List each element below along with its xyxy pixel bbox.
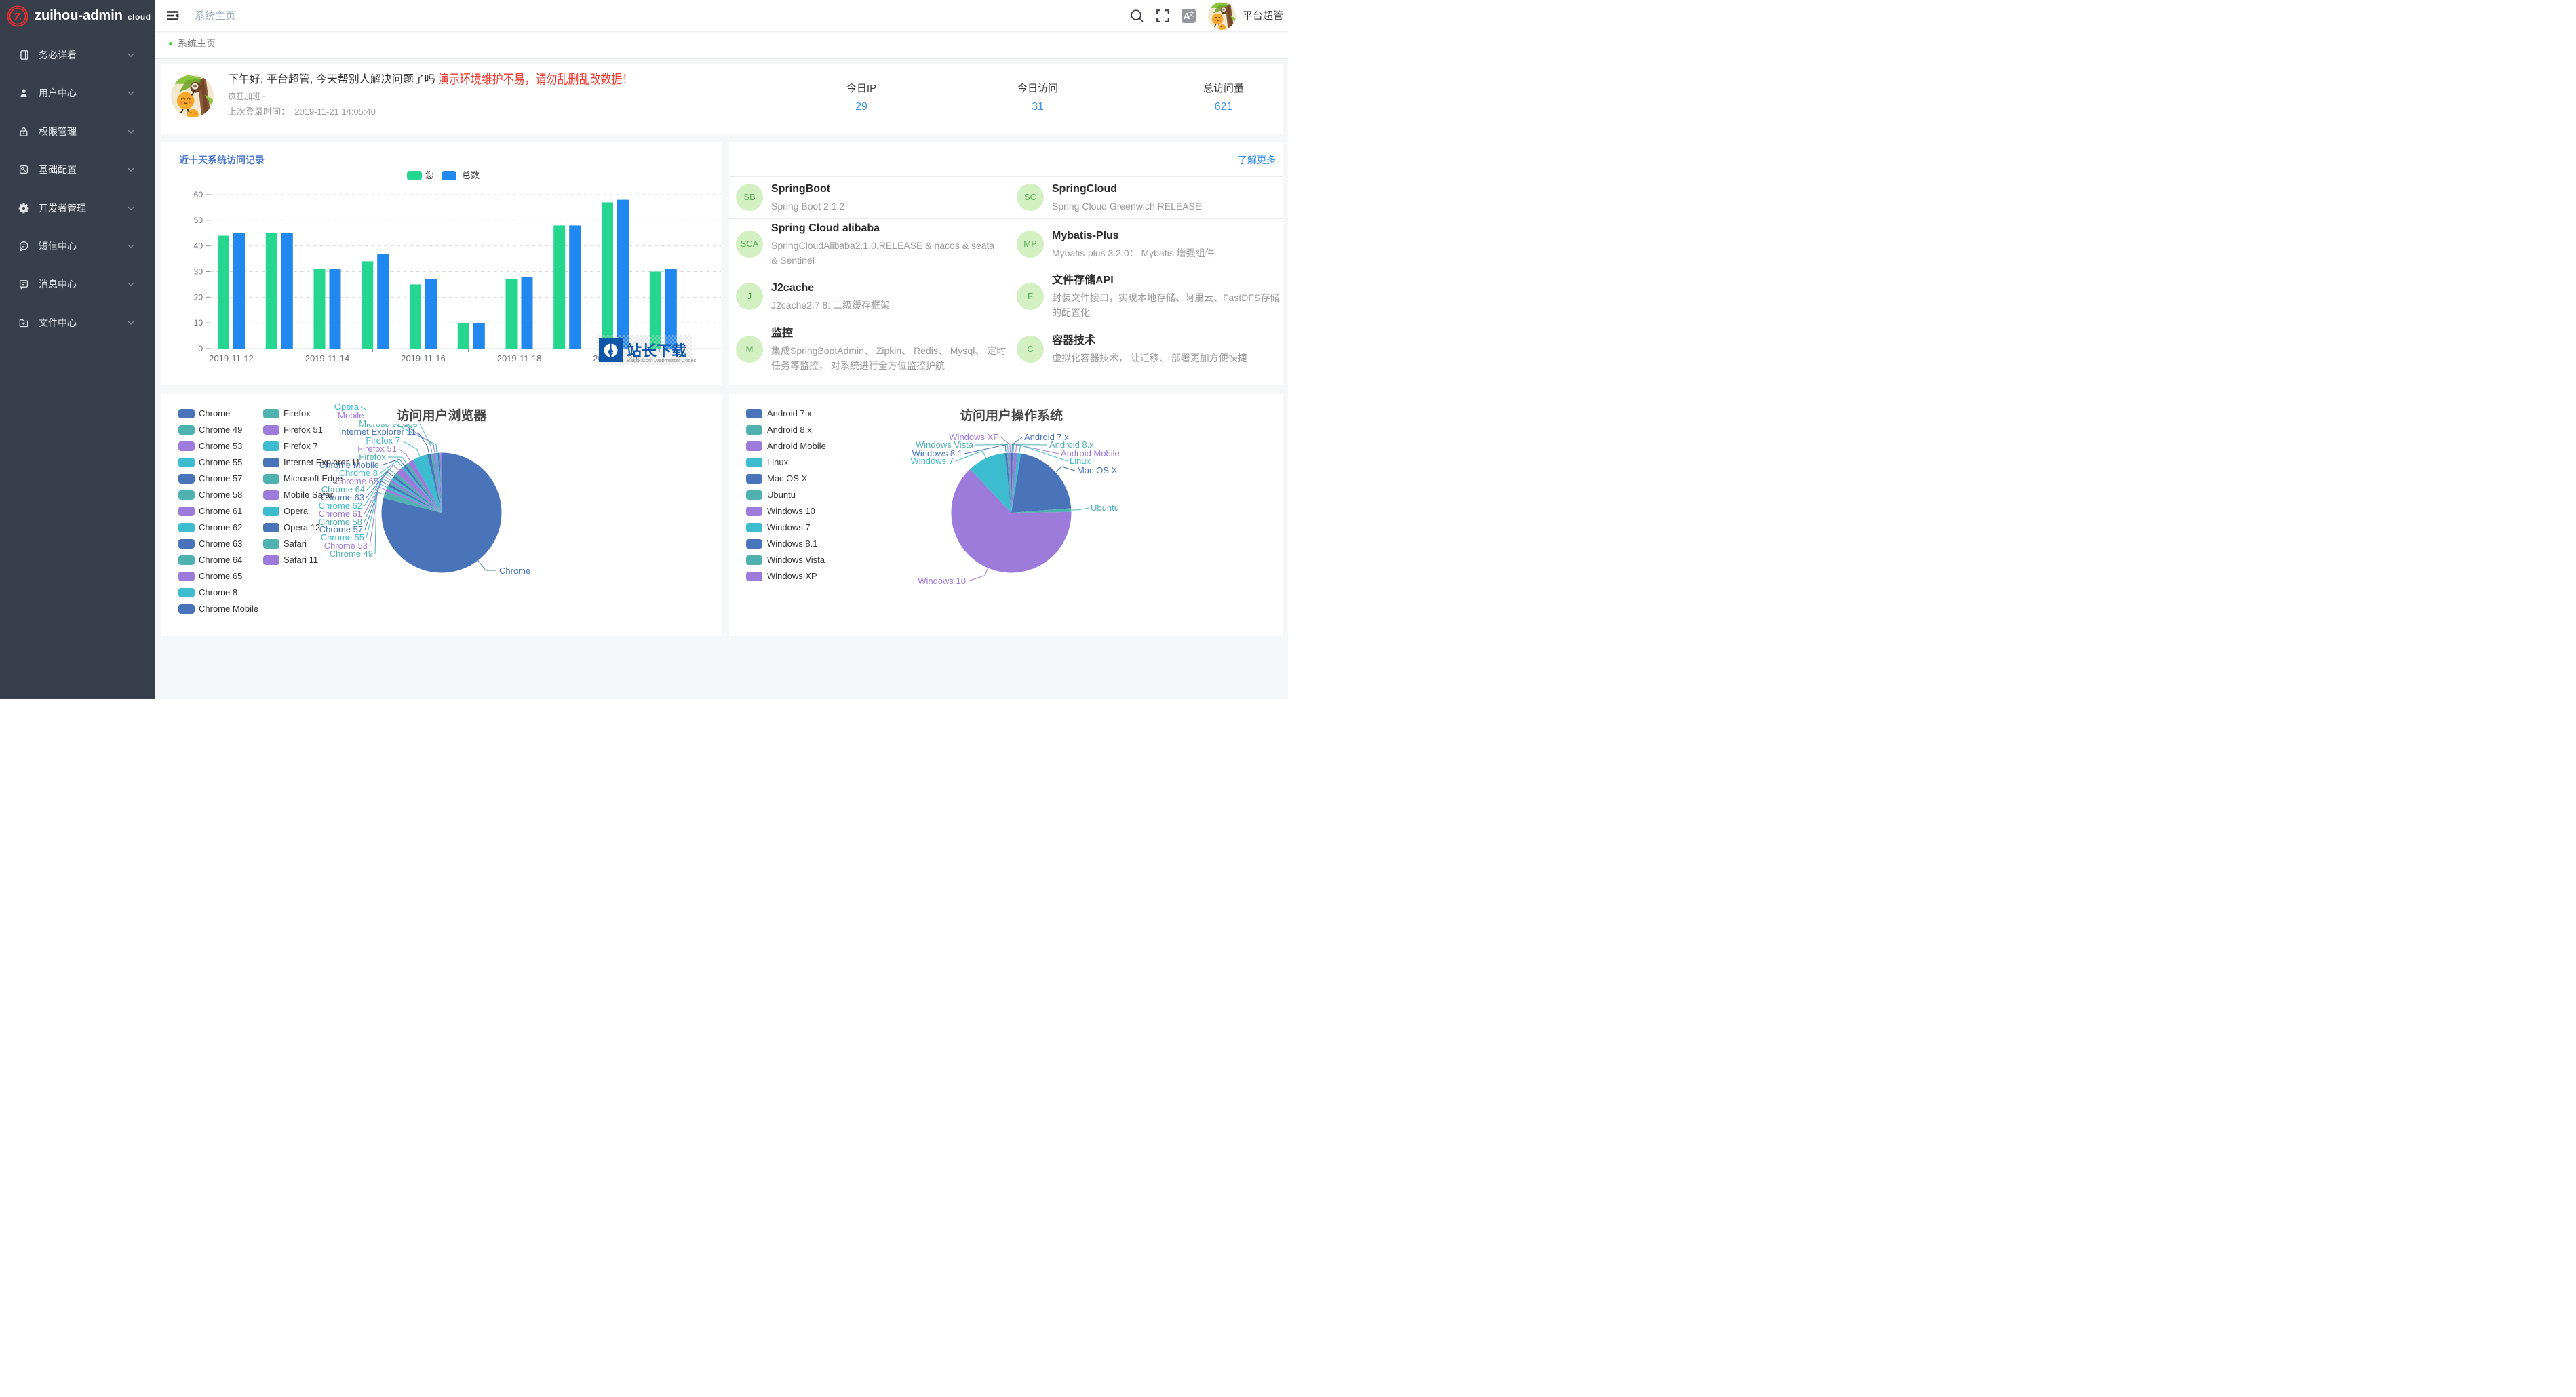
svg-text:Chrome 58: Chrome 58: [319, 517, 362, 527]
svg-text:2019-11-16: 2019-11-16: [401, 353, 446, 363]
svg-text:Chrome 62: Chrome 62: [319, 500, 362, 511]
svg-text:Firefox 7: Firefox 7: [366, 435, 400, 446]
svg-text:Z: Z: [14, 10, 21, 23]
svg-text:Firefox: Firefox: [359, 452, 386, 462]
svg-text:Android Mobile: Android Mobile: [1061, 448, 1120, 458]
svg-text:Opera: Opera: [334, 401, 359, 412]
svg-text:2019-11-12: 2019-11-12: [209, 353, 254, 363]
svg-text:Linux: Linux: [1070, 456, 1091, 466]
svg-text:2019-11-18: 2019-11-18: [497, 353, 542, 363]
svg-text:Chrome Mobile: Chrome Mobile: [319, 460, 379, 470]
svg-text:Ubuntu: Ubuntu: [1091, 503, 1119, 513]
svg-text:Chrome 53: Chrome 53: [324, 540, 368, 551]
svg-text:Chrome 49: Chrome 49: [330, 549, 373, 559]
svg-text:Chrome: Chrome: [499, 566, 530, 576]
svg-text:Mac OS X: Mac OS X: [1077, 465, 1118, 475]
svg-text:Windows 7: Windows 7: [910, 456, 954, 466]
svg-text:Windows 10: Windows 10: [918, 576, 966, 586]
svg-text:40: 40: [194, 241, 203, 251]
svg-text:Chrome 55: Chrome 55: [321, 532, 364, 543]
svg-text:60: 60: [194, 190, 203, 199]
svg-text:Android 8.x: Android 8.x: [1049, 439, 1094, 450]
svg-text:30: 30: [194, 267, 203, 277]
svg-text:Chrome 57: Chrome 57: [319, 524, 363, 534]
svg-text:Internet Explorer 11: Internet Explorer 11: [339, 427, 416, 437]
svg-text:Windows 8.1: Windows 8.1: [912, 448, 962, 458]
svg-text:Firefox 51: Firefox 51: [357, 444, 397, 454]
svg-text:0: 0: [198, 344, 203, 353]
svg-text:Windows Vista: Windows Vista: [916, 439, 974, 450]
svg-text:50: 50: [194, 216, 203, 225]
svg-text:Chrome 64: Chrome 64: [321, 484, 365, 494]
svg-text:Android 7.x: Android 7.x: [1024, 432, 1069, 442]
svg-text:Chrome 61: Chrome 61: [319, 509, 362, 519]
svg-text:Chrome 65: Chrome 65: [335, 476, 378, 486]
svg-text:2019-11-14: 2019-11-14: [305, 353, 350, 363]
svg-text:20: 20: [194, 292, 203, 302]
svg-text:10: 10: [194, 318, 203, 328]
svg-text:Windows XP: Windows XP: [949, 432, 999, 442]
svg-text:Chrome 63: Chrome 63: [321, 492, 364, 503]
svg-text:Chrome 8: Chrome 8: [339, 468, 378, 478]
